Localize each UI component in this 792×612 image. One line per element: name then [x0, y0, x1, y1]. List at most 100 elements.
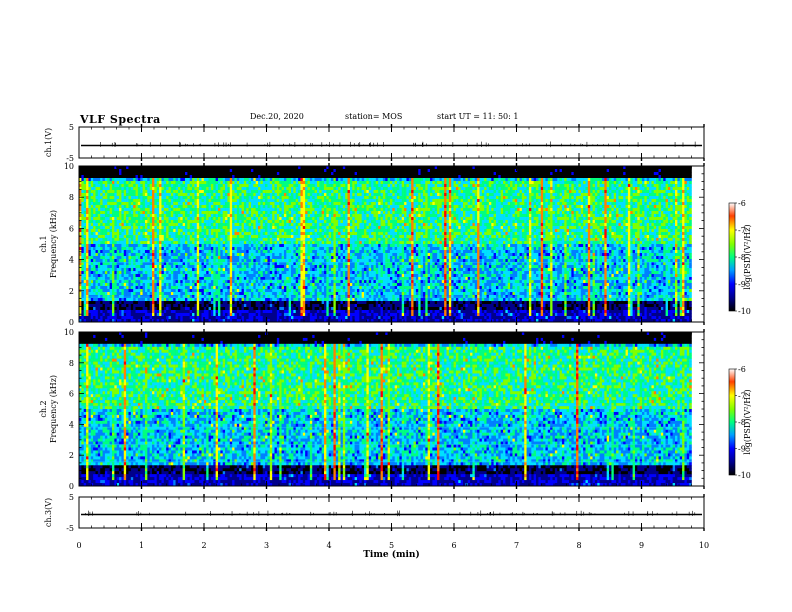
spectrogram-cell [470, 169, 473, 172]
spectrogram-cell [338, 187, 341, 190]
spectrogram-cell [437, 208, 440, 211]
spectrogram-cell [628, 217, 631, 220]
spectrogram-cell [81, 178, 84, 181]
spectrogram-cell [147, 178, 150, 181]
spectrogram-cell [468, 217, 471, 220]
spectrogram-cell [673, 190, 676, 193]
spectrogram-cell [324, 178, 327, 181]
spectrogram-cell [284, 187, 287, 190]
spectrogram-cell [541, 184, 544, 187]
spectrogram-cell [640, 217, 643, 220]
spectrogram-cell [237, 184, 240, 187]
spectrogram-cell [392, 217, 395, 220]
spectrogram-cell [659, 169, 662, 172]
spectrogram-cell [258, 202, 261, 205]
spectrogram-cell [458, 208, 461, 211]
spectrogram-cell [253, 181, 256, 184]
spectrogram-cell [145, 172, 148, 175]
spectrogram-cell [517, 214, 520, 217]
spectrogram-cell [329, 205, 332, 208]
spectrogram-cell [213, 169, 216, 172]
spectrogram-cell [381, 178, 384, 181]
spectrogram-cell [383, 193, 386, 196]
spectrogram-cell [209, 196, 212, 199]
spectrogram-cell [409, 190, 412, 193]
spectrogram-cell [520, 169, 523, 172]
spectrogram-cell [143, 217, 146, 220]
spectrogram-cell [378, 196, 381, 199]
spectrogram-cell [234, 199, 237, 202]
spectrogram-cell [166, 202, 169, 205]
spectrogram-cell [161, 211, 164, 214]
spectrogram-cell [350, 175, 353, 178]
spectrogram-cell [472, 205, 475, 208]
spectrogram-cell [689, 196, 692, 199]
spectrogram-cell [305, 214, 308, 217]
spectrogram-cell [456, 187, 459, 190]
spectrogram-cell [385, 199, 388, 202]
spectrogram-cell [675, 178, 678, 181]
spectrogram-cell [689, 193, 692, 196]
spectrogram-cell [258, 187, 261, 190]
spectrogram-cell [576, 208, 579, 211]
spectrogram-cell [180, 214, 183, 217]
spectrogram-cell [326, 205, 329, 208]
spectrogram-cell [633, 205, 636, 208]
spectrogram-cell [621, 211, 624, 214]
spectrogram-cell [423, 199, 426, 202]
spectrogram-cell [689, 175, 692, 178]
spectrogram-cell [265, 217, 268, 220]
spectrogram-cell [194, 184, 197, 187]
spectrogram-cell [623, 178, 626, 181]
spectrogram-cell [545, 196, 548, 199]
spectrogram-cell [593, 205, 596, 208]
spectrogram-cell [529, 184, 532, 187]
spectrogram-cell [345, 214, 348, 217]
spectrogram-cell [289, 205, 292, 208]
spectrogram-cell [524, 217, 527, 220]
spectrogram-cell [202, 223, 205, 226]
spectrogram-cell [538, 202, 541, 205]
spectrogram-cell [425, 178, 428, 181]
spectrogram-cell [93, 172, 96, 175]
spectrogram-cell [329, 202, 332, 205]
spectrogram-cell [91, 193, 94, 196]
spectrogram-cell [178, 190, 181, 193]
spectrogram-cell [548, 187, 551, 190]
spectrogram-cell [630, 187, 633, 190]
spectrogram-cell [112, 175, 115, 178]
spectrogram-cell [369, 217, 372, 220]
spectrogram-cell [227, 190, 230, 193]
spectrogram-cell [458, 175, 461, 178]
spectrogram-cell [305, 196, 308, 199]
spectrogram-cell [173, 175, 176, 178]
spectrogram-cell [399, 187, 402, 190]
spectrogram-cell [456, 193, 459, 196]
spectrogram-cell [428, 181, 431, 184]
spectrogram-cell [531, 190, 534, 193]
spectrogram-cell [289, 175, 292, 178]
spectrogram-cell [491, 205, 494, 208]
spectrogram-cell [626, 190, 629, 193]
spectrogram-cell [315, 172, 318, 175]
spectrogram-cell [593, 208, 596, 211]
spectrogram-cell [164, 214, 167, 217]
spectrogram-cell [338, 169, 341, 172]
spectrogram-cell [428, 211, 431, 214]
spectrogram-cell [300, 199, 303, 202]
spectrogram-cell [666, 187, 669, 190]
spectrogram-cell [369, 181, 372, 184]
spectrogram-cell [508, 190, 511, 193]
spectrogram-cell [270, 217, 273, 220]
spectrogram-cell [300, 175, 303, 178]
spectrogram-cell [597, 184, 600, 187]
spectrogram-cell [600, 217, 603, 220]
spectrogram-cell [138, 220, 141, 223]
spectrogram-cell [677, 220, 680, 223]
spectrogram-cell [489, 202, 492, 205]
spectrogram-cell [110, 199, 113, 202]
spectrogram-cell [145, 202, 148, 205]
spectrogram-cell [673, 175, 676, 178]
spectrogram-cell [418, 208, 421, 211]
spectrogram-cell [465, 220, 468, 223]
